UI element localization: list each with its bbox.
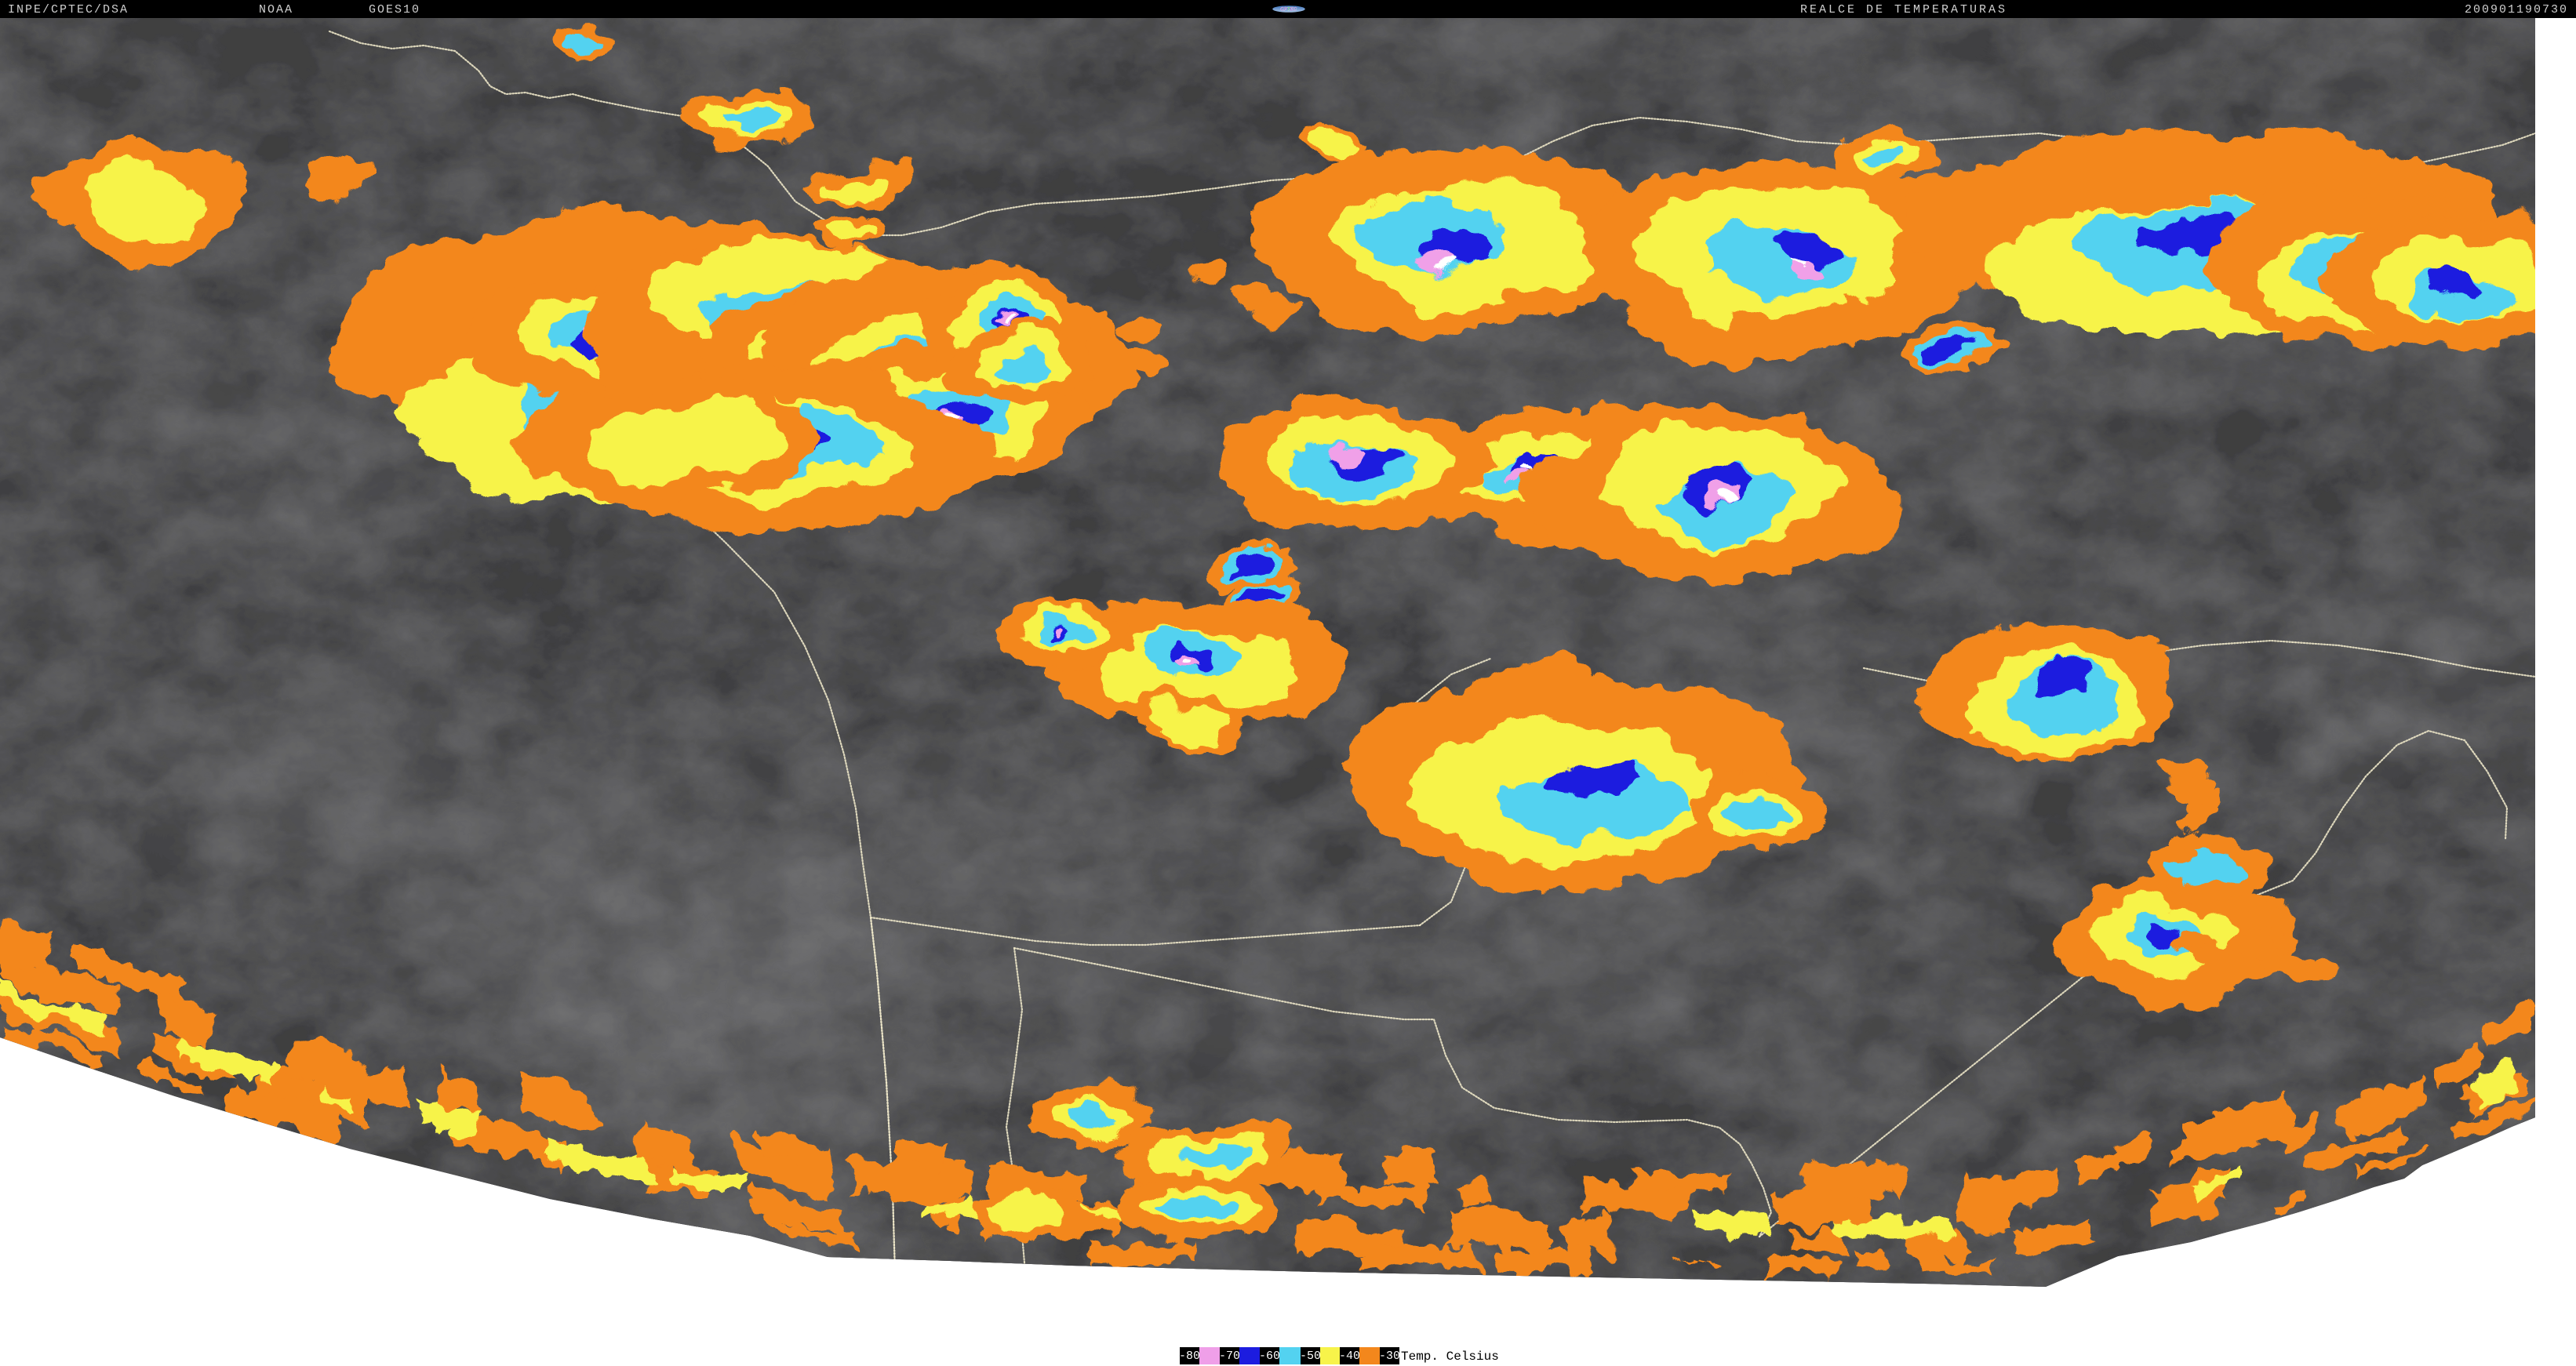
svg-text:CPTEC: CPTEC bbox=[1280, 7, 1297, 13]
